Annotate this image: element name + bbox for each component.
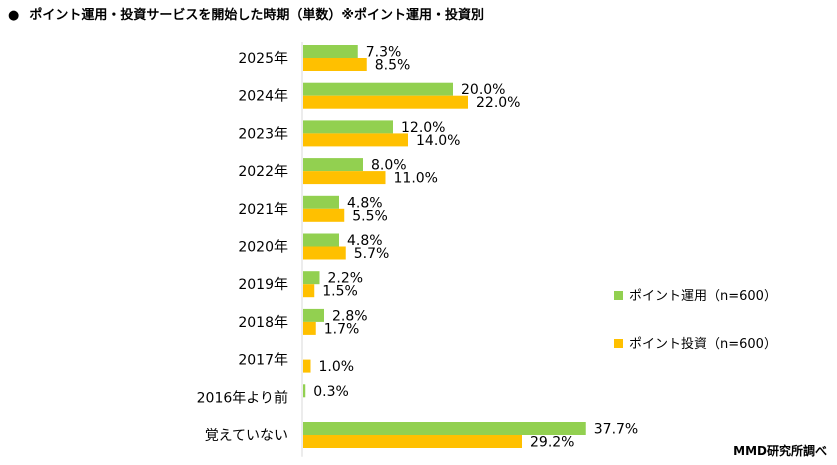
bar-point-unyo [303, 45, 358, 58]
title-bullet: ● [8, 8, 20, 23]
bar-point-unyo [303, 308, 324, 322]
bar-point-toshi [303, 435, 522, 448]
data-label: 0.3% [313, 384, 349, 400]
data-label: 11.0% [394, 171, 438, 187]
data-label: 5.5% [352, 208, 388, 224]
bar-point-unyo [303, 271, 320, 285]
bar-point-toshi [303, 321, 316, 335]
bar-point-toshi [303, 133, 408, 147]
legend-label: ポイント運用（n=600） [629, 289, 777, 304]
bar-point-toshi [303, 95, 468, 109]
category-label: 2022年 [238, 164, 288, 180]
category-label: 2020年 [238, 240, 288, 256]
bar-point-toshi [303, 359, 311, 373]
data-label: 1.7% [324, 321, 360, 337]
data-label: 14.0% [416, 133, 460, 149]
bar-point-toshi [303, 284, 315, 298]
data-label: 12.0% [401, 120, 445, 136]
chart-title: ● ポイント運用・投資サービスを開始した時期（単数）※ポイント運用・投資別 [8, 4, 484, 23]
category-label: 2018年 [238, 315, 288, 331]
title-text: ポイント運用・投資サービスを開始した時期（単数）※ポイント運用・投資別 [29, 8, 484, 23]
category-label: 2023年 [238, 126, 288, 142]
category-label: 2019年 [238, 277, 288, 293]
data-label: 20.0% [461, 82, 505, 98]
bar-point-toshi [303, 171, 386, 185]
data-label: 1.0% [319, 359, 355, 375]
data-label: 2.8% [332, 308, 368, 324]
bar-point-toshi [303, 58, 367, 71]
bar-point-unyo [303, 422, 586, 435]
data-label: 4.8% [347, 233, 383, 249]
bar-point-toshi [303, 246, 346, 260]
bar-point-unyo [303, 195, 339, 209]
data-label: 7.3% [366, 45, 402, 61]
bar-point-unyo [303, 384, 306, 398]
bar-point-toshi [303, 208, 345, 222]
data-label: 1.5% [322, 284, 358, 300]
category-label: 2016年より前 [197, 389, 288, 406]
legend-swatch [614, 291, 623, 300]
category-label: 2024年 [238, 89, 288, 105]
category-label: 2025年 [238, 51, 288, 67]
data-label: 8.0% [371, 158, 407, 174]
bar-point-unyo [303, 82, 453, 96]
data-label: 5.7% [354, 246, 390, 262]
category-label: 2021年 [238, 202, 288, 218]
data-label: 4.8% [347, 195, 383, 211]
bar-point-unyo [303, 158, 363, 172]
data-label: 37.7% [594, 422, 638, 438]
bar-point-unyo [303, 233, 339, 247]
legend-label: ポイント投資（n=600） [629, 336, 777, 352]
category-label: 2017年 [238, 353, 288, 369]
source-credit: MMD研究所調べ [733, 444, 827, 458]
category-label: 覚えていない [205, 428, 288, 444]
data-label: 29.2% [530, 435, 574, 451]
data-label: 22.0% [476, 95, 520, 111]
data-label: 8.5% [375, 58, 411, 74]
data-label: 2.2% [328, 271, 364, 287]
legend-swatch [614, 339, 623, 348]
bar-point-unyo [303, 120, 393, 134]
